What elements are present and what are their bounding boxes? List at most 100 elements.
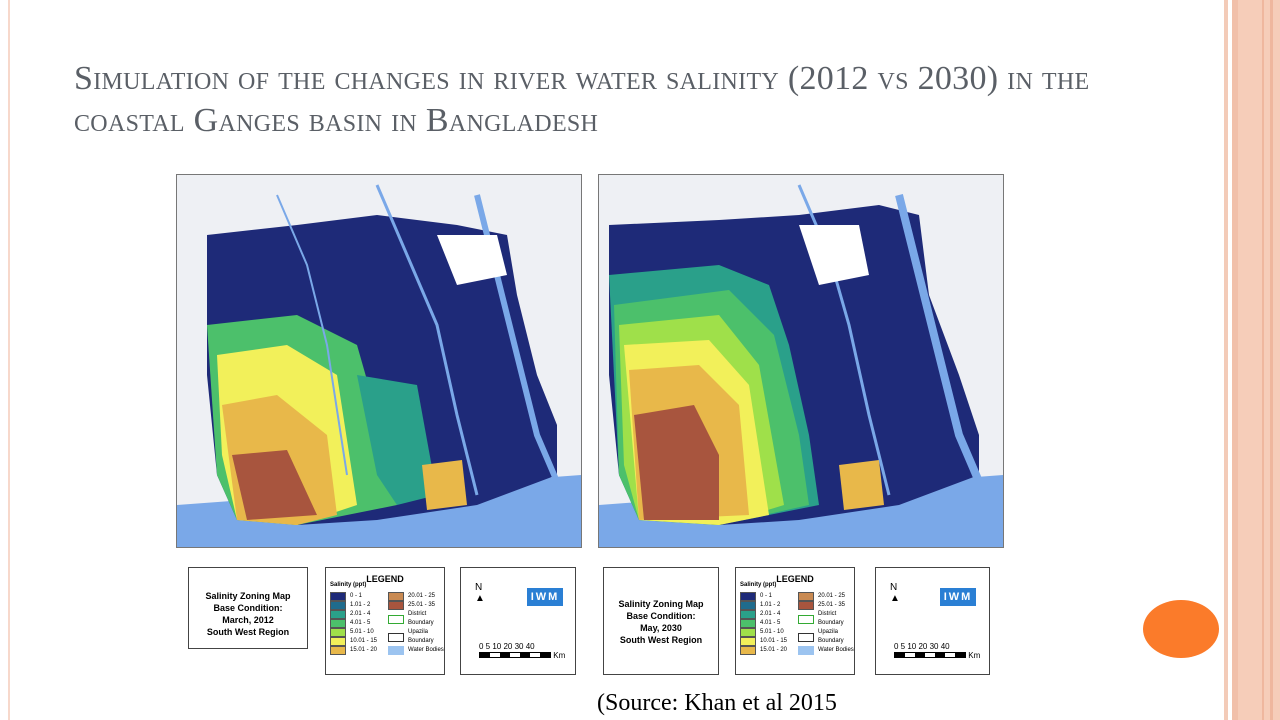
- legend-swatch: [740, 646, 756, 655]
- legend-title: LEGEND: [366, 574, 404, 584]
- right-decor-stripe: [1224, 0, 1228, 720]
- map-2030-scale-box: N ▲ IWM 0 5 10 20 30 40 Km: [875, 567, 990, 675]
- left-border-line: [8, 0, 10, 720]
- legend-label: 25.01 - 35: [818, 602, 846, 608]
- legend-label: 1.01 - 2: [760, 602, 781, 608]
- caption-line: South West Region: [619, 635, 703, 645]
- caption-line: South West Region: [206, 627, 290, 637]
- legend-label: Water Bodies: [818, 647, 854, 653]
- legend-header: Salinity (ppt): [740, 582, 777, 588]
- scale-unit: Km: [553, 651, 566, 660]
- legend-swatch: [798, 646, 814, 655]
- legend-item: 2.01 - 4: [330, 610, 377, 619]
- right-decor-stripe: [1270, 0, 1273, 720]
- caption-line: Base Condition:: [626, 611, 696, 621]
- decorative-orange-circle: [1143, 600, 1219, 658]
- legend-swatch: [798, 614, 814, 624]
- legend-item: 10.01 - 15: [330, 637, 377, 646]
- legend-item: 1.01 - 2: [330, 601, 377, 610]
- legend-item: Upazila Boundary: [388, 628, 444, 646]
- legend-label: 1.01 - 2: [350, 602, 371, 608]
- legend-swatch: [740, 637, 756, 646]
- legend-label: 20.01 - 25: [818, 593, 846, 599]
- legend-swatch: [798, 592, 814, 601]
- slide-title: Simulation of the changes in river water…: [74, 60, 1090, 139]
- legend-label: 4.01 - 5: [350, 620, 371, 626]
- map-2030-graphic: [599, 175, 1003, 547]
- scale-unit: Km: [968, 651, 981, 660]
- map-2012-graphic: [177, 175, 581, 547]
- legend-item: 0 - 1: [330, 592, 377, 601]
- iwm-logo: IWM: [940, 588, 976, 606]
- map-2012-legend: LEGEND Salinity (ppt) 0 - 1 1.01 - 2 2.01 …: [325, 567, 445, 675]
- legend-label: 15.01 - 20: [350, 647, 378, 653]
- caption-line: March, 2012: [222, 615, 274, 625]
- legend-label: 5.01 - 10: [760, 629, 784, 635]
- scale-bar: 0 5 10 20 30 40 Km: [894, 642, 980, 660]
- salinity-figure: Salinity Zoning Map Base Condition: Marc…: [168, 168, 1006, 680]
- legend-item: 4.01 - 5: [740, 619, 787, 628]
- caption-line: Base Condition:: [213, 603, 283, 613]
- map-2012-scale-box: N ▲ IWM 0 5 10 20 30 40 Km: [460, 567, 576, 675]
- legend-item: 0 - 1: [740, 592, 787, 601]
- legend-item: Water Bodies: [388, 646, 444, 655]
- legend-label: 10.01 - 15: [350, 638, 378, 644]
- legend-swatch: [798, 632, 814, 642]
- legend-swatch: [740, 592, 756, 601]
- legend-title: LEGEND: [776, 574, 814, 584]
- legend-item: Upazila Boundary: [798, 628, 854, 646]
- north-arrow-icon: N ▲: [890, 582, 900, 604]
- legend-item: 1.01 - 2: [740, 601, 787, 610]
- legend-swatch: [740, 601, 756, 610]
- legend-label: 5.01 - 10: [350, 629, 374, 635]
- scale-bar: 0 5 10 20 30 40 Km: [479, 642, 565, 660]
- legend-label: 2.01 - 4: [760, 611, 781, 617]
- legend-swatch: [330, 637, 346, 646]
- legend-column: 0 - 1 1.01 - 2 2.01 - 4 4.01 - 5 5.01 - 10 10…: [330, 592, 377, 655]
- iwm-logo: IWM: [527, 588, 563, 606]
- legend-column: 0 - 1 1.01 - 2 2.01 - 4 4.01 - 5 5.01 - 10 10…: [740, 592, 787, 655]
- source-citation: (Source: Khan et al 2015: [597, 690, 837, 716]
- caption-line: May, 2030: [640, 623, 682, 633]
- legend-item: 15.01 - 20: [330, 646, 377, 655]
- legend-item: 2.01 - 4: [740, 610, 787, 619]
- right-decor-stripe: [1262, 0, 1264, 720]
- legend-item: 20.01 - 25: [388, 592, 444, 601]
- legend-item: 10.01 - 15: [740, 637, 787, 646]
- legend-item: District Boundary: [798, 610, 854, 628]
- legend-column: 20.01 - 25 25.01 - 35 District Boundary Upa…: [388, 592, 444, 655]
- legend-label: District Boundary: [408, 611, 434, 626]
- legend-column: 20.01 - 25 25.01 - 35 District Boundary Upa…: [798, 592, 854, 655]
- scale-ticks: 0 5 10 20 30 40: [479, 642, 535, 651]
- legend-item: Water Bodies: [798, 646, 854, 655]
- legend-label: 25.01 - 35: [408, 602, 436, 608]
- legend-swatch: [740, 610, 756, 619]
- legend-swatch: [330, 628, 346, 637]
- legend-swatch: [798, 601, 814, 610]
- right-decor-stripe: [1232, 0, 1238, 720]
- legend-swatch: [388, 601, 404, 610]
- map-2030-legend: LEGEND Salinity (ppt) 0 - 1 1.01 - 2 2.01 …: [735, 567, 855, 675]
- legend-swatch: [330, 592, 346, 601]
- legend-item: 4.01 - 5: [330, 619, 377, 628]
- legend-swatch: [388, 614, 404, 624]
- legend-label: 0 - 1: [760, 593, 773, 599]
- caption-line: Salinity Zoning Map: [205, 591, 291, 601]
- legend-item: 25.01 - 35: [798, 601, 854, 610]
- legend-label: 2.01 - 4: [350, 611, 371, 617]
- legend-item: 20.01 - 25: [798, 592, 854, 601]
- legend-label: Upazila Boundary: [408, 629, 434, 644]
- salinity-map-2030: [598, 174, 1004, 548]
- map-2030-caption: Salinity Zoning Map Base Condition: May,…: [603, 567, 719, 675]
- legend-swatch: [330, 619, 346, 628]
- legend-item: District Boundary: [388, 610, 444, 628]
- legend-swatch: [330, 646, 346, 655]
- legend-header: Salinity (ppt): [330, 582, 367, 588]
- legend-item: 25.01 - 35: [388, 601, 444, 610]
- legend-swatch: [740, 628, 756, 637]
- legend-item: 5.01 - 10: [330, 628, 377, 637]
- right-decor-stripe: [1238, 0, 1280, 720]
- legend-label: District Boundary: [818, 611, 844, 626]
- legend-label: 4.01 - 5: [760, 620, 781, 626]
- scale-ticks: 0 5 10 20 30 40: [894, 642, 950, 651]
